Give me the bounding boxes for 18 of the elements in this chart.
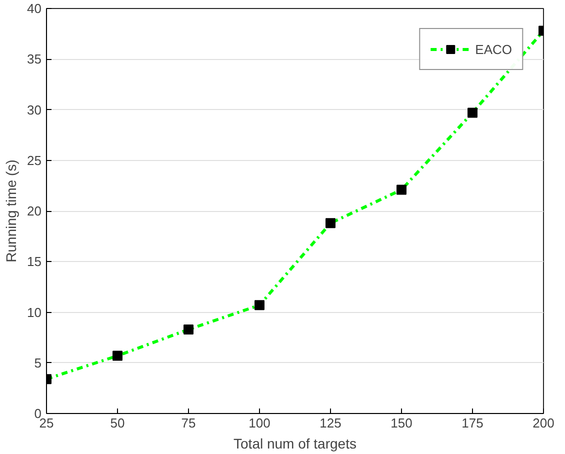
y-tick-label: 5 (34, 355, 42, 370)
x-tick-label: 100 (248, 416, 270, 430)
x-tick-label: 200 (532, 416, 554, 430)
x-tick-label: 75 (181, 416, 196, 430)
y-tick-label: 25 (27, 152, 42, 168)
y-tick-label: 40 (27, 1, 42, 16)
x-tick-label: 150 (390, 416, 412, 430)
x-tick-label: 125 (320, 416, 342, 430)
x-axis-title: Total num of targets (234, 436, 356, 452)
y-axis-title: Running time (s) (3, 160, 20, 262)
y-tick-label: 30 (27, 102, 42, 118)
y-tick-label: 20 (27, 204, 42, 218)
y-tick-label: 15 (27, 254, 42, 270)
x-tick-label: 175 (462, 416, 484, 430)
y-tick-label: 10 (27, 304, 42, 320)
x-tick-label: 50 (110, 416, 125, 430)
y-tick-label: 35 (27, 52, 42, 67)
legend-label: EACO (475, 42, 512, 56)
